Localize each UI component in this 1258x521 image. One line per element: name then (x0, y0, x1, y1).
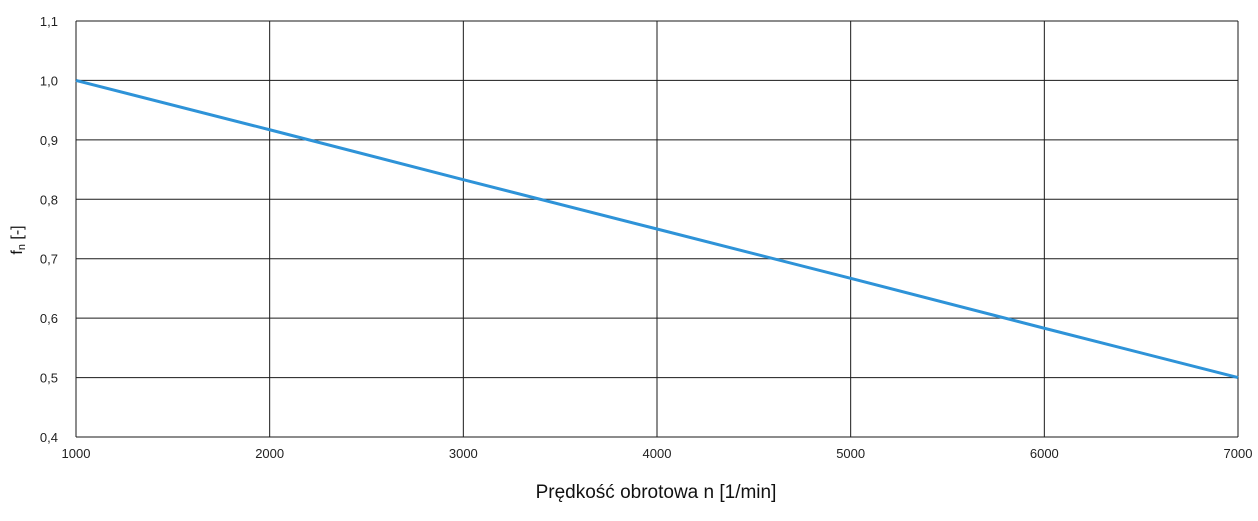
y-tick-label: 0,8 (40, 192, 58, 207)
y-tick-label: 0,7 (40, 252, 58, 267)
y-tick-label: 0,5 (40, 371, 58, 386)
y-tick-label: 0,9 (40, 133, 58, 148)
x-tick-label: 7000 (1224, 446, 1253, 461)
grid (75, 20, 1239, 438)
series-layer (75, 78, 1239, 380)
x-tick-label: 2000 (255, 446, 284, 461)
y-tick-label: 1,1 (40, 14, 58, 29)
y-axis-title-main: f (9, 250, 26, 255)
y-tick-label: 1,0 (40, 73, 58, 88)
x-tick-label: 6000 (1030, 446, 1059, 461)
y-tick-label: 0,4 (40, 430, 58, 445)
y-tick-label: 0,6 (40, 311, 58, 326)
x-axis-ticks: 1000 2000 3000 4000 5000 6000 7000 (62, 446, 1253, 461)
y-axis-ticks: 0,4 0,5 0,6 0,7 0,8 0,9 1,0 1,1 (40, 14, 58, 445)
x-tick-label: 4000 (643, 446, 672, 461)
series-line (75, 78, 1239, 380)
x-axis-title: Prędkość obrotowa n [1/min] (536, 482, 777, 503)
x-tick-label: 3000 (449, 446, 478, 461)
x-tick-label: 1000 (62, 446, 91, 461)
y-axis-title-subscript: n (16, 244, 28, 250)
y-axis-title-unit: [-] (9, 225, 26, 244)
x-tick-label: 5000 (836, 446, 865, 461)
y-axis-title: fn [-] (9, 225, 28, 254)
